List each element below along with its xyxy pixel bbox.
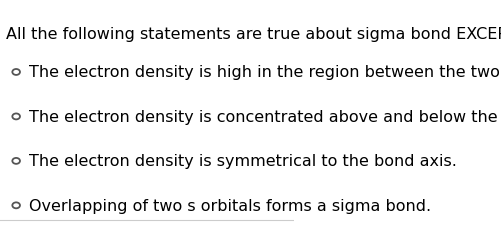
- Text: Overlapping of two s orbitals forms a sigma bond.: Overlapping of two s orbitals forms a si…: [30, 198, 431, 213]
- Text: The electron density is concentrated above and below the bond axis.: The electron density is concentrated abo…: [30, 109, 501, 124]
- Text: The electron density is high in the region between the two nuclei.: The electron density is high in the regi…: [30, 65, 501, 80]
- Text: All the following statements are true about sigma bond EXCEPT: All the following statements are true ab…: [6, 27, 501, 42]
- Text: The electron density is symmetrical to the bond axis.: The electron density is symmetrical to t…: [30, 154, 457, 169]
